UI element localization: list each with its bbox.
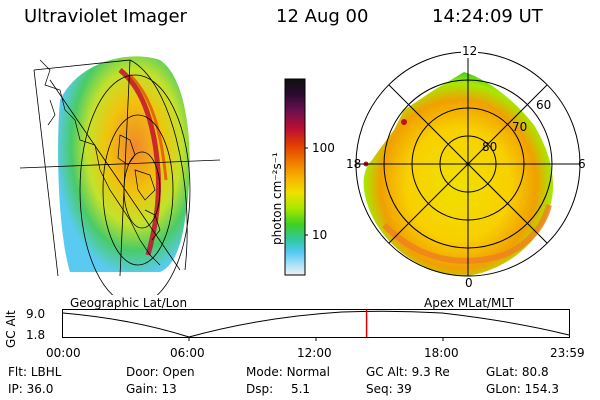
- timeline-x-tick-1800: 18:00: [424, 346, 459, 360]
- info-gc-alt-value: 9.3 Re: [411, 365, 450, 379]
- info-flt: Flt: LBHL: [8, 365, 61, 379]
- timeline-x-tick-2359: 23:59: [550, 346, 585, 360]
- timeline-x-tick-0600: 06:00: [170, 346, 205, 360]
- timeline-plot: [62, 309, 570, 341]
- time-text: 14:24:09 UT: [432, 6, 543, 27]
- polar-image: [355, 51, 581, 277]
- info-glat-label: GLat:: [486, 365, 519, 379]
- aurora-peak-band: [118, 68, 161, 256]
- info-gain: Gain: 13: [126, 382, 177, 396]
- timeline-x-tick-0000: 00:00: [46, 346, 81, 360]
- date-text: 12 Aug 00: [276, 6, 369, 27]
- info-flt-value: LBHL: [30, 365, 62, 379]
- info-ip-value: 36.0: [26, 382, 54, 396]
- info-gc-alt: GC Alt: 9.3 Re: [366, 365, 450, 379]
- timeline-axis-label: GC Alt: [4, 310, 18, 348]
- mlt-label-12: 12: [461, 44, 479, 58]
- altitude-curve: [62, 310, 570, 338]
- info-flt-label: Flt:: [8, 365, 27, 379]
- info-door-value: Open: [162, 365, 195, 379]
- info-dsp-value: 5.1: [290, 382, 311, 396]
- mlt-label-6: 6: [578, 157, 586, 171]
- timeline-y-tick-max: 9.0: [26, 307, 46, 321]
- mlat-label-70: 70: [512, 120, 528, 134]
- info-mode: Mode: Normal: [246, 365, 330, 379]
- coastline: [39, 59, 161, 266]
- info-glat: GLat: 80.8: [486, 365, 549, 379]
- info-glat-value: 80.8: [521, 365, 549, 379]
- colorbar-unit-label: photon cm⁻²s⁻¹: [270, 152, 284, 245]
- info-seq-label: Seq:: [366, 382, 393, 396]
- info-ip-label: IP:: [8, 382, 23, 396]
- info-gc-alt-label: GC Alt:: [366, 365, 408, 379]
- info-door-label: Door:: [126, 365, 159, 379]
- info-glon-label: GLon:: [486, 382, 521, 396]
- colorbar: [284, 78, 308, 276]
- info-dsp: Dsp: 5.1: [246, 382, 310, 396]
- timeline-x-tick-1200: 12:00: [297, 346, 332, 360]
- timeline-y-tick-min: 1.8: [26, 328, 46, 342]
- mlt-label-0: 0: [465, 276, 473, 290]
- polar-panel-label: Apex MLat/MLT: [424, 296, 514, 310]
- mlat-label-60: 60: [536, 98, 552, 112]
- info-seq-value: 39: [396, 382, 412, 396]
- info-seq: Seq: 39: [366, 382, 412, 396]
- info-mode-label: Mode:: [246, 365, 283, 379]
- info-gain-value: 13: [161, 382, 177, 396]
- info-mode-value: Normal: [286, 365, 330, 379]
- instrument-title: Ultraviolet Imager: [24, 6, 187, 27]
- mlat-label-80: 80: [482, 140, 498, 154]
- colorbar-tick-10: 10: [312, 228, 328, 242]
- info-glon: GLon: 154.3: [486, 382, 559, 396]
- geo-panel-label: Geographic Lat/Lon: [70, 296, 188, 310]
- info-dsp-label: Dsp:: [246, 382, 274, 396]
- info-door: Door: Open: [126, 365, 195, 379]
- geographic-image: [20, 56, 220, 295]
- colorbar-tick-100: 100: [312, 141, 335, 155]
- mlt-label-18: 18: [346, 157, 362, 171]
- geo-grid: [20, 59, 220, 295]
- polar-grid: [355, 51, 581, 277]
- info-glon-value: 154.3: [524, 382, 559, 396]
- info-gain-label: Gain:: [126, 382, 158, 396]
- info-ip: IP: 36.0: [8, 382, 53, 396]
